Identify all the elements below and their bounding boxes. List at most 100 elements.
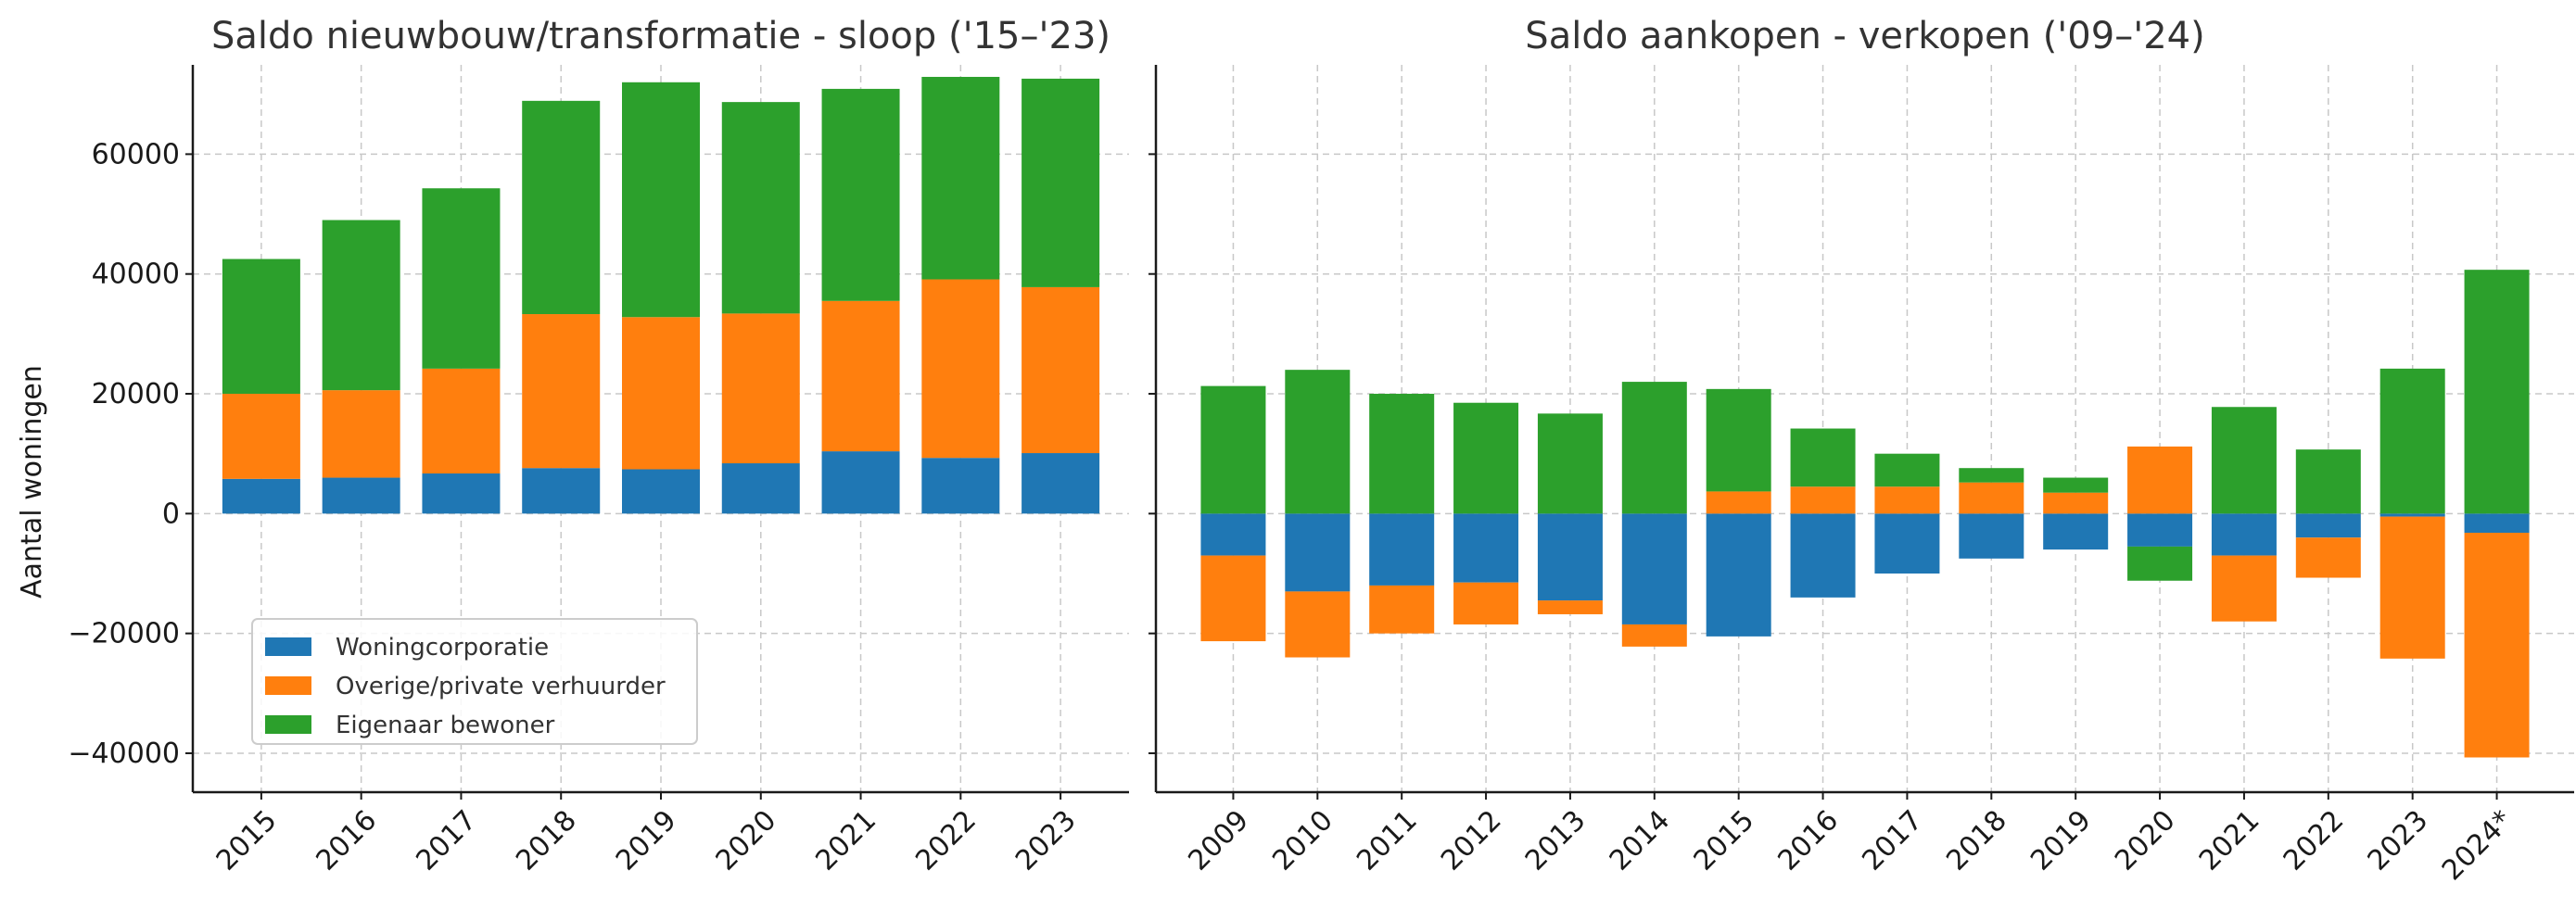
legend-label-overige: Overige/private verhuurder xyxy=(336,673,666,700)
bar-overige-2013 xyxy=(1537,600,1603,614)
bar-woningcorporatie-2017 xyxy=(1874,513,1940,574)
bar-woningcorporatie-2009 xyxy=(1200,513,1266,556)
y-tick-label: 0 xyxy=(162,498,180,530)
bar-woningcorporatie-2024* xyxy=(2464,513,2530,534)
bar-woningcorporatie-2015 xyxy=(222,478,300,514)
x-tick-label: 2022 xyxy=(2278,804,2351,877)
bar-woningcorporatie-2010 xyxy=(1285,513,1351,592)
chart-right-aankopen: 2009 2010 2011 2012 2013 2014 2015 2016 2017 2018… xyxy=(1148,15,2574,887)
chart-left-nieuwbouw: −40000 −20000 0 20000 40000 60000 2015 2016 2017… xyxy=(68,15,1129,877)
bar-overige-2021 xyxy=(821,300,900,452)
legend-swatch-overige xyxy=(265,676,311,695)
bar-woningcorporatie-2019 xyxy=(2043,513,2109,550)
bar-overige-2017 xyxy=(422,368,501,474)
bar-eigenaar-2020 xyxy=(2127,546,2193,581)
bar-overige-2012 xyxy=(1453,582,1519,624)
x-tick-label: 2016 xyxy=(311,804,384,877)
x-tick-label: 2017 xyxy=(1856,804,1929,877)
x-tick-label: 2023 xyxy=(1009,804,1083,877)
bar-eigenaar-2014 xyxy=(1621,382,1687,514)
bar-overige-2018 xyxy=(522,314,601,469)
bar-overige-2020 xyxy=(2127,446,2193,514)
bar-woningcorporatie-2019 xyxy=(622,469,700,514)
x-tick-label: 2020 xyxy=(2109,804,2182,877)
bar-eigenaar-2022 xyxy=(921,76,1000,280)
bar-eigenaar-2016 xyxy=(1790,428,1856,487)
bar-eigenaar-2016 xyxy=(322,220,400,391)
bar-overige-2023 xyxy=(1022,286,1100,454)
x-tick-label: 2018 xyxy=(510,804,583,877)
x-tick-label: 2014 xyxy=(1604,804,1677,877)
bar-overige-2011 xyxy=(1369,585,1435,634)
bar-woningcorporatie-2022 xyxy=(2295,513,2361,538)
bar-eigenaar-2023 xyxy=(1022,78,1100,287)
x-tick-label: 2015 xyxy=(210,804,284,877)
bar-overige-2018 xyxy=(1959,482,2024,514)
x-tick-label: 2022 xyxy=(909,804,983,877)
bar-eigenaar-2018 xyxy=(1959,468,2024,483)
bar-overige-2014 xyxy=(1621,624,1687,647)
bar-overige-2022 xyxy=(921,279,1000,459)
bar-woningcorporatie-2015 xyxy=(1706,513,1771,637)
bar-eigenaar-2015 xyxy=(222,259,300,395)
x-tick-label: 2016 xyxy=(1771,804,1845,877)
bar-eigenaar-2017 xyxy=(1874,453,1940,487)
x-tick-label: 2010 xyxy=(1266,804,1339,877)
bar-woningcorporatie-2021 xyxy=(2211,513,2277,556)
x-tick-label: 2012 xyxy=(1435,804,1508,877)
x-tick-label: 2023 xyxy=(2362,804,2435,877)
legend-label-woningcorporatie: Woningcorporatie xyxy=(336,634,549,662)
x-tick-label: 2017 xyxy=(410,804,483,877)
x-tick-label: 2024* xyxy=(2436,804,2519,887)
bar-woningcorporatie-2020 xyxy=(721,463,800,514)
bar-overige-2015 xyxy=(1706,491,1771,514)
bar-eigenaar-2018 xyxy=(522,100,601,315)
bar-overige-2016 xyxy=(1790,486,1856,514)
bar-woningcorporatie-2016 xyxy=(322,477,400,514)
x-tick-label: 2021 xyxy=(809,804,882,877)
bar-eigenaar-2023 xyxy=(2379,368,2445,514)
bar-eigenaar-2017 xyxy=(422,188,501,369)
bar-eigenaar-2013 xyxy=(1537,413,1603,514)
x-tick-label: 2011 xyxy=(1351,804,1424,877)
bar-woningcorporatie-2021 xyxy=(821,451,900,514)
bar-overige-2023 xyxy=(2379,516,2445,659)
chart-title: Saldo aankopen - verkopen ('09–'24) xyxy=(1525,15,2204,57)
bar-eigenaar-2022 xyxy=(2295,449,2361,514)
bar-woningcorporatie-2018 xyxy=(522,468,601,514)
x-tick-label: 2015 xyxy=(1688,804,1761,877)
bar-overige-2015 xyxy=(222,394,300,479)
y-tick-label: −20000 xyxy=(68,618,180,650)
bar-eigenaar-2024* xyxy=(2464,270,2530,514)
y-tick-label: −40000 xyxy=(68,738,180,770)
y-axis-label: Aantal woningen xyxy=(16,365,48,599)
x-tick-label: 2019 xyxy=(610,804,683,877)
bar-eigenaar-2011 xyxy=(1369,394,1435,514)
chart-title: Saldo nieuwbouw/transformatie - sloop ('… xyxy=(211,15,1110,57)
bar-woningcorporatie-2016 xyxy=(1790,513,1856,598)
bar-overige-2010 xyxy=(1285,591,1351,658)
bar-woningcorporatie-2012 xyxy=(1453,513,1519,583)
x-tick-label: 2018 xyxy=(1940,804,2013,877)
bar-woningcorporatie-2018 xyxy=(1959,513,2024,559)
x-tick-label: 2020 xyxy=(710,804,783,877)
bar-eigenaar-2019 xyxy=(2043,477,2109,493)
legend-box xyxy=(251,618,698,745)
bar-overige-2019 xyxy=(622,317,700,470)
bar-woningcorporatie-2017 xyxy=(422,473,501,514)
x-tick-label: 2019 xyxy=(2024,804,2098,877)
bar-woningcorporatie-2020 xyxy=(2127,513,2193,547)
bar-eigenaar-2019 xyxy=(622,82,700,318)
bar-woningcorporatie-2013 xyxy=(1537,513,1603,601)
y-tick-label: 60000 xyxy=(92,138,180,170)
x-tick-label: 2021 xyxy=(2193,804,2266,877)
y-tick-label: 20000 xyxy=(92,378,180,410)
bar-eigenaar-2015 xyxy=(1706,388,1771,492)
legend-swatch-woningcorporatie xyxy=(265,637,311,656)
bar-overige-2016 xyxy=(322,390,400,478)
bar-overige-2009 xyxy=(1200,555,1266,642)
bar-eigenaar-2012 xyxy=(1453,402,1519,514)
bar-eigenaar-2009 xyxy=(1200,385,1266,514)
bar-woningcorporatie-2023 xyxy=(2379,513,2445,517)
